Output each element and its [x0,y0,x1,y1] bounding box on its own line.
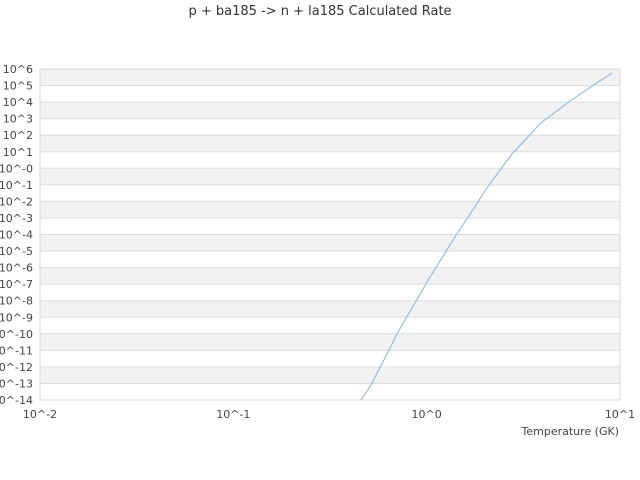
series-line [360,72,613,401]
grid-band [40,300,620,318]
x-tick-label: 10^0 [412,408,442,421]
plot-border [39,68,621,401]
y-tick-label: 10^-6 [0,262,33,275]
grid-band [40,234,620,252]
y-tick-label: 10^6 [3,63,33,76]
grid-band [40,333,620,351]
x-tick-label: 10^-1 [216,408,250,421]
y-tick-label: 10^4 [3,96,33,109]
y-tick-label: 10^-4 [0,229,33,242]
y-tick-label: 10^5 [3,80,33,93]
y-tick-label: 10^-1 [0,179,33,192]
grid-band [40,267,620,285]
y-tick-label: 10^-13 [0,377,33,390]
chart-title: p + ba185 -> n + la185 Calculated Rate [188,4,452,19]
y-tick-label: 10^-10 [0,328,33,341]
x-tick-label: 10^-2 [23,408,57,421]
x-tick-label: 10^1 [605,408,635,421]
y-tick-label: 10^-8 [0,295,33,308]
grid-band [40,69,620,86]
x-axis-label: Temperature (GK) [521,425,620,438]
grid-band [40,102,620,119]
y-tick-label: 10^1 [3,146,33,159]
grid-band [40,366,620,384]
y-tick-label: 10^-7 [0,278,33,291]
grid-band [40,201,620,218]
y-tick-label: 10^-14 [0,394,33,407]
y-tick-label: 10^3 [3,113,33,126]
y-tick-label: 10^-5 [0,245,33,258]
grid-band [40,135,620,152]
y-tick-label: 10^-2 [0,195,33,208]
grid-band [40,168,620,185]
y-tick-label: 10^-12 [0,361,33,374]
y-tick-label: 10^-9 [0,311,33,324]
y-tick-label: 10^-11 [0,344,33,357]
y-tick-label: 10^-0 [0,162,33,175]
y-tick-label: 10^2 [3,129,33,142]
y-tick-label: 10^-3 [0,212,33,225]
